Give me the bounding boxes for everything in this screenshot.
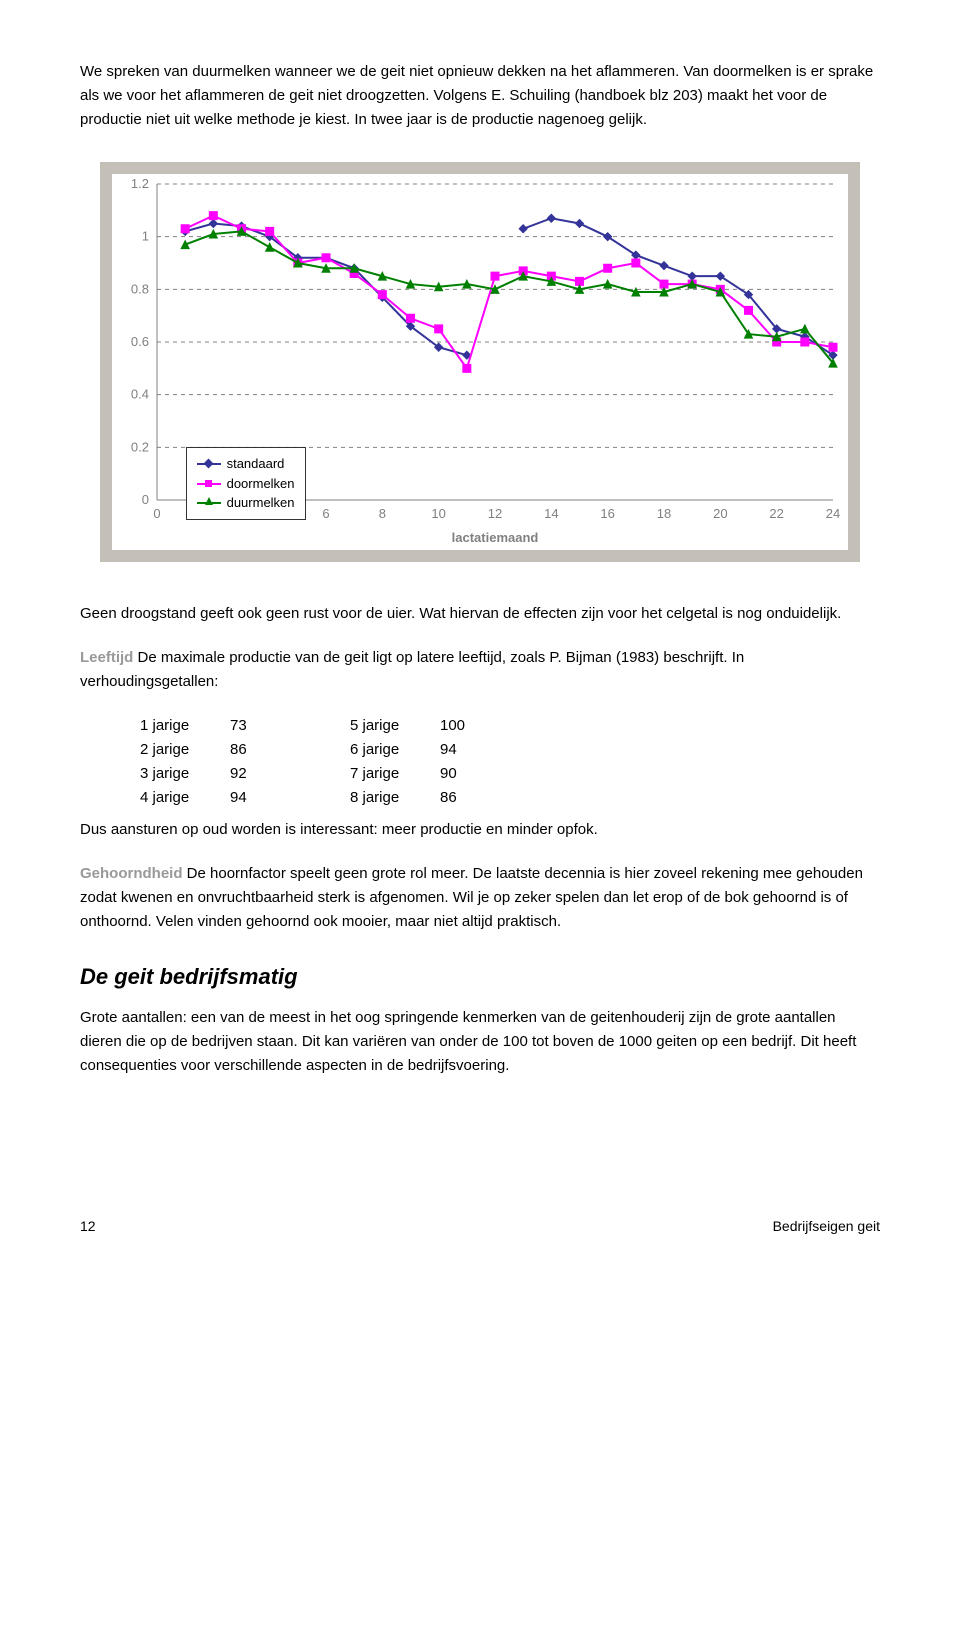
subheading-bedrijfsmatig: De geit bedrijfsmatig <box>80 964 880 990</box>
ratio-value: 94 <box>440 738 560 762</box>
ratio-row: 3 jarige927 jarige90 <box>140 762 880 786</box>
svg-text:0.6: 0.6 <box>131 334 149 349</box>
svg-text:0.8: 0.8 <box>131 281 149 296</box>
para-grote-aantallen: Grote aantallen: een van de meest in het… <box>80 1006 880 1078</box>
ratio-value: 73 <box>230 714 350 738</box>
ratio-row: 1 jarige735 jarige100 <box>140 714 880 738</box>
svg-text:0.2: 0.2 <box>131 439 149 454</box>
ratio-value: 86 <box>230 738 350 762</box>
ratio-value: 90 <box>440 762 560 786</box>
ratio-row: 4 jarige948 jarige86 <box>140 786 880 810</box>
ratio-age: 6 jarige <box>350 738 440 762</box>
ratio-value: 94 <box>230 786 350 810</box>
svg-text:lactatiemaand: lactatiemaand <box>452 530 539 545</box>
svg-text:10: 10 <box>431 506 445 521</box>
legend-label: doormelken <box>227 474 295 494</box>
label-gehoorndheid: Gehoorndheid <box>80 865 183 882</box>
legend-item: duurmelken <box>197 493 295 513</box>
ratio-value: 86 <box>440 786 560 810</box>
chart-container: 00.20.40.60.811.2024681012141618202224la… <box>100 162 860 562</box>
ratio-age: 4 jarige <box>140 786 230 810</box>
para-droogstand: Geen droogstand geeft ook geen rust voor… <box>80 602 880 626</box>
svg-text:16: 16 <box>600 506 614 521</box>
svg-text:0: 0 <box>153 506 160 521</box>
svg-text:12: 12 <box>488 506 502 521</box>
ratio-age: 3 jarige <box>140 762 230 786</box>
legend-item: standaard <box>197 454 295 474</box>
legend-label: duurmelken <box>227 493 295 513</box>
svg-text:20: 20 <box>713 506 727 521</box>
ratio-age: 8 jarige <box>350 786 440 810</box>
svg-text:0.4: 0.4 <box>131 387 149 402</box>
svg-text:8: 8 <box>379 506 386 521</box>
ratio-value: 100 <box>440 714 560 738</box>
svg-text:22: 22 <box>769 506 783 521</box>
ratio-row: 2 jarige866 jarige94 <box>140 738 880 762</box>
ratio-age: 2 jarige <box>140 738 230 762</box>
svg-text:14: 14 <box>544 506 558 521</box>
para-gehoorndheid: Gehoorndheid De hoornfactor speelt geen … <box>80 862 880 934</box>
intro-paragraph: We spreken van duurmelken wanneer we de … <box>80 60 880 132</box>
ratio-age: 1 jarige <box>140 714 230 738</box>
para-leeftijd: Leeftijd De maximale productie van de ge… <box>80 646 880 694</box>
chart-legend: standaarddoormelkenduurmelken <box>186 447 306 520</box>
svg-text:1: 1 <box>142 229 149 244</box>
svg-text:18: 18 <box>657 506 671 521</box>
svg-text:6: 6 <box>322 506 329 521</box>
text-leeftijd: De maximale productie van de geit ligt o… <box>80 649 744 690</box>
chart-plot-area: 00.20.40.60.811.2024681012141618202224la… <box>112 174 848 550</box>
para-aansturen: Dus aansturen op oud worden is interessa… <box>80 818 880 842</box>
legend-label: standaard <box>227 454 285 474</box>
svg-text:24: 24 <box>826 506 840 521</box>
svg-text:1.2: 1.2 <box>131 176 149 191</box>
legend-item: doormelken <box>197 474 295 494</box>
footer-title: Bedrijfseigen geit <box>773 1218 880 1234</box>
svg-text:0: 0 <box>142 492 149 507</box>
text-gehoorndheid: De hoornfactor speelt geen grote rol mee… <box>80 865 863 930</box>
page-footer: 12 Bedrijfseigen geit <box>80 1218 880 1234</box>
page-number: 12 <box>80 1218 96 1234</box>
ratio-table: 1 jarige735 jarige1002 jarige866 jarige9… <box>140 714 880 810</box>
ratio-age: 5 jarige <box>350 714 440 738</box>
ratio-value: 92 <box>230 762 350 786</box>
ratio-age: 7 jarige <box>350 762 440 786</box>
label-leeftijd: Leeftijd <box>80 649 133 666</box>
